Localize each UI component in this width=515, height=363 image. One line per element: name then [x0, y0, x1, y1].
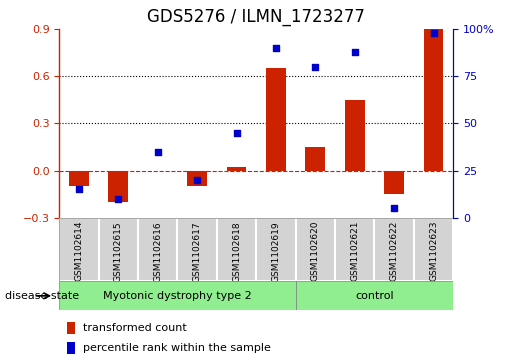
Text: GSM1102619: GSM1102619: [271, 221, 280, 282]
Bar: [217, 218, 256, 281]
Bar: [227, 167, 246, 171]
Bar: [99, 218, 138, 281]
Point: [114, 196, 123, 202]
Point: [351, 49, 359, 54]
Bar: [296, 281, 453, 310]
Text: Myotonic dystrophy type 2: Myotonic dystrophy type 2: [103, 291, 252, 301]
Title: GDS5276 / ILMN_1723277: GDS5276 / ILMN_1723277: [147, 8, 365, 26]
Bar: [67, 322, 75, 334]
Bar: [187, 171, 207, 186]
Text: GSM1102616: GSM1102616: [153, 221, 162, 282]
Bar: [109, 171, 128, 202]
Bar: [138, 218, 177, 281]
Text: GSM1102621: GSM1102621: [350, 221, 359, 281]
Bar: [335, 218, 374, 281]
Bar: [266, 68, 286, 171]
Point: [232, 130, 241, 136]
Bar: [69, 171, 89, 186]
Bar: [59, 281, 296, 310]
Text: GSM1102615: GSM1102615: [114, 221, 123, 282]
Bar: [59, 218, 99, 281]
Text: percentile rank within the sample: percentile rank within the sample: [83, 343, 271, 353]
Point: [272, 45, 280, 51]
Bar: [345, 100, 365, 171]
Bar: [256, 218, 296, 281]
Point: [193, 177, 201, 183]
Bar: [305, 147, 325, 171]
Text: GSM1102618: GSM1102618: [232, 221, 241, 282]
Point: [75, 187, 83, 192]
Bar: [424, 29, 443, 171]
Text: control: control: [355, 291, 393, 301]
Text: transformed count: transformed count: [83, 323, 187, 333]
Text: disease state: disease state: [5, 291, 79, 301]
Text: GSM1102620: GSM1102620: [311, 221, 320, 281]
Bar: [67, 342, 75, 354]
Point: [153, 149, 162, 155]
Bar: [414, 218, 453, 281]
Text: GSM1102614: GSM1102614: [75, 221, 83, 281]
Point: [430, 30, 438, 36]
Text: GSM1102617: GSM1102617: [193, 221, 201, 282]
Point: [390, 205, 398, 211]
Text: GSM1102623: GSM1102623: [429, 221, 438, 281]
Bar: [384, 171, 404, 194]
Text: GSM1102622: GSM1102622: [390, 221, 399, 281]
Bar: [374, 218, 414, 281]
Bar: [296, 218, 335, 281]
Point: [311, 64, 319, 70]
Bar: [177, 218, 217, 281]
